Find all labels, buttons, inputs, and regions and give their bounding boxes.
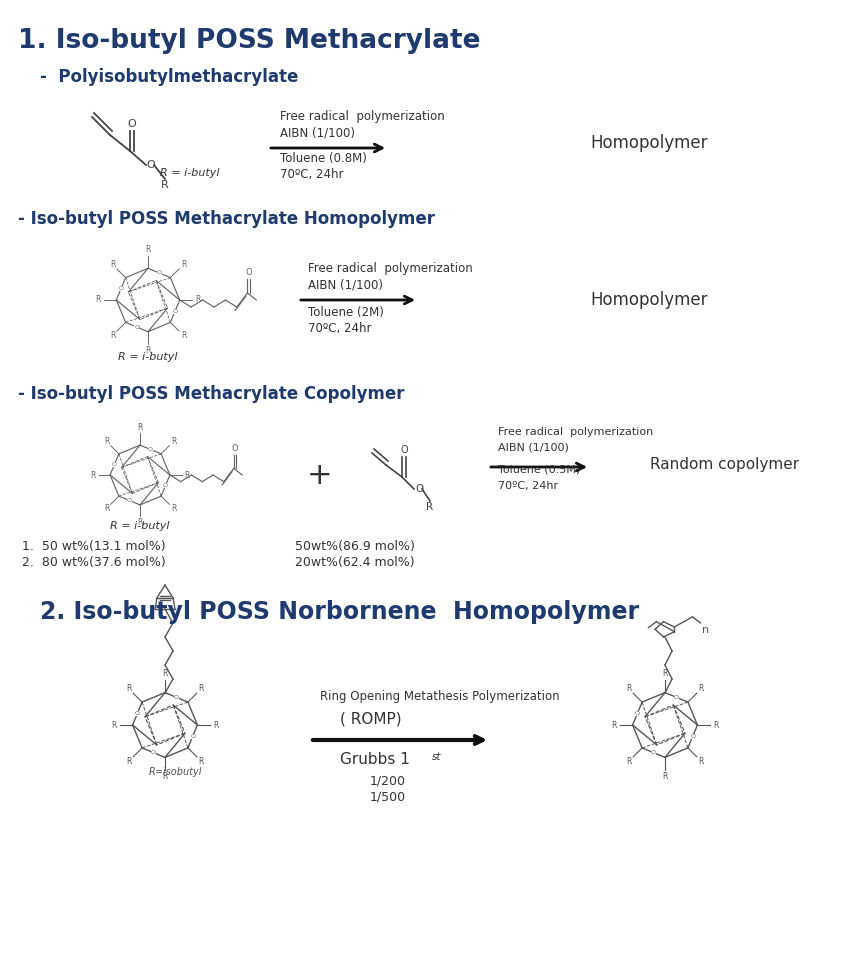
Text: O: O <box>118 286 124 291</box>
Text: O: O <box>128 119 136 129</box>
Text: Toluene (0.5M): Toluene (0.5M) <box>498 465 580 475</box>
Text: O: O <box>146 160 154 170</box>
Text: R: R <box>181 260 186 269</box>
Text: R = i-butyl: R = i-butyl <box>118 352 178 362</box>
Text: O: O <box>151 751 156 755</box>
Text: R: R <box>110 260 115 269</box>
Text: Free radical  polymerization: Free radical polymerization <box>280 110 444 123</box>
Text: Toluene (2M): Toluene (2M) <box>308 306 384 319</box>
Text: R: R <box>95 295 100 305</box>
Text: Free radical  polymerization: Free radical polymerization <box>498 427 653 437</box>
Text: Homopolymer: Homopolymer <box>590 134 708 152</box>
Text: Free radical  polymerization: Free radical polymerization <box>308 262 473 275</box>
Text: O: O <box>232 445 238 453</box>
Text: R: R <box>181 331 186 340</box>
Text: R: R <box>145 246 151 254</box>
Text: R: R <box>137 518 142 527</box>
Text: O: O <box>157 271 161 276</box>
Text: R: R <box>196 295 201 305</box>
Text: 50wt%(86.9 mol%): 50wt%(86.9 mol%) <box>295 540 415 553</box>
Text: O: O <box>674 695 679 700</box>
Text: 70ºC, 24hr: 70ºC, 24hr <box>280 168 343 181</box>
Text: AIBN (1/100): AIBN (1/100) <box>308 278 383 291</box>
Text: R: R <box>184 471 190 480</box>
Text: 70ºC, 24hr: 70ºC, 24hr <box>308 322 372 335</box>
Text: - Iso-butyl POSS Methacrylate Copolymer: - Iso-butyl POSS Methacrylate Copolymer <box>18 385 404 403</box>
Text: O: O <box>135 324 139 329</box>
Text: R: R <box>90 471 95 480</box>
Text: R: R <box>171 504 176 513</box>
Text: Toluene (0.8M): Toluene (0.8M) <box>280 152 367 165</box>
Text: R: R <box>698 756 704 766</box>
Text: O: O <box>245 268 251 277</box>
Text: R = i-butyl: R = i-butyl <box>110 521 170 531</box>
Text: - Iso-butyl POSS Methacrylate Homopolymer: - Iso-butyl POSS Methacrylate Homopolyme… <box>18 210 435 228</box>
Text: R: R <box>104 504 109 513</box>
Text: AIBN (1/100): AIBN (1/100) <box>498 443 569 453</box>
Text: O: O <box>127 498 132 503</box>
Text: 1/200: 1/200 <box>370 774 406 787</box>
Text: O: O <box>135 711 140 716</box>
Text: R: R <box>161 180 169 190</box>
Text: 2. Iso-butyl POSS Norbornene  Homopolymer: 2. Iso-butyl POSS Norbornene Homopolymer <box>40 600 639 624</box>
Text: O: O <box>172 309 178 314</box>
Text: R: R <box>626 685 631 693</box>
Text: R: R <box>198 756 204 766</box>
Text: AIBN (1/100): AIBN (1/100) <box>280 126 355 139</box>
Text: R: R <box>426 502 433 512</box>
Text: R: R <box>110 331 115 340</box>
Text: O: O <box>148 447 153 452</box>
Text: R = i-butyl: R = i-butyl <box>160 168 220 178</box>
Text: 1.  50 wt%(13.1 mol%): 1. 50 wt%(13.1 mol%) <box>22 540 166 553</box>
Text: O: O <box>190 734 195 739</box>
Text: R: R <box>145 346 151 354</box>
Text: R: R <box>126 756 131 766</box>
Text: R: R <box>126 685 131 693</box>
Text: R: R <box>626 756 631 766</box>
Text: ( ROMP): ( ROMP) <box>340 712 402 727</box>
Text: Homopolymer: Homopolymer <box>590 291 708 309</box>
Text: n: n <box>703 625 710 635</box>
Text: R: R <box>111 720 117 729</box>
Text: O: O <box>635 711 640 716</box>
Text: O: O <box>174 695 179 700</box>
Text: R: R <box>171 437 176 446</box>
Text: O: O <box>112 462 117 467</box>
Text: R=isobutyl: R=isobutyl <box>148 767 202 777</box>
Text: R: R <box>162 669 167 678</box>
Text: O: O <box>690 734 695 739</box>
Text: +: + <box>307 460 333 489</box>
Text: O: O <box>651 751 656 755</box>
Text: R: R <box>162 772 167 781</box>
Text: Ring Opening Metathesis Polymerization: Ring Opening Metathesis Polymerization <box>320 690 559 703</box>
Text: 70ºC, 24hr: 70ºC, 24hr <box>498 481 558 491</box>
Text: 1. Iso-butyl POSS Methacrylate: 1. Iso-butyl POSS Methacrylate <box>18 28 480 54</box>
Text: 2.  80 wt%(37.6 mol%): 2. 80 wt%(37.6 mol%) <box>22 556 166 569</box>
Text: O: O <box>400 445 408 455</box>
Text: R: R <box>611 720 616 729</box>
Text: R: R <box>198 685 204 693</box>
Text: R: R <box>104 437 109 446</box>
Text: R: R <box>662 772 668 781</box>
Text: 20wt%(62.4 mol%): 20wt%(62.4 mol%) <box>295 556 414 569</box>
Text: st: st <box>432 752 442 762</box>
Text: R: R <box>714 720 719 729</box>
Text: R: R <box>214 720 219 729</box>
Text: R: R <box>662 669 668 678</box>
Text: R: R <box>698 685 704 693</box>
Text: -  Polyisobutylmethacrylate: - Polyisobutylmethacrylate <box>40 68 299 86</box>
Text: Random copolymer: Random copolymer <box>650 457 799 473</box>
Text: R: R <box>137 423 142 432</box>
Text: O: O <box>163 483 168 488</box>
Text: 1/500: 1/500 <box>370 790 406 803</box>
Text: Grubbs 1: Grubbs 1 <box>340 752 410 767</box>
Text: O: O <box>415 484 423 494</box>
